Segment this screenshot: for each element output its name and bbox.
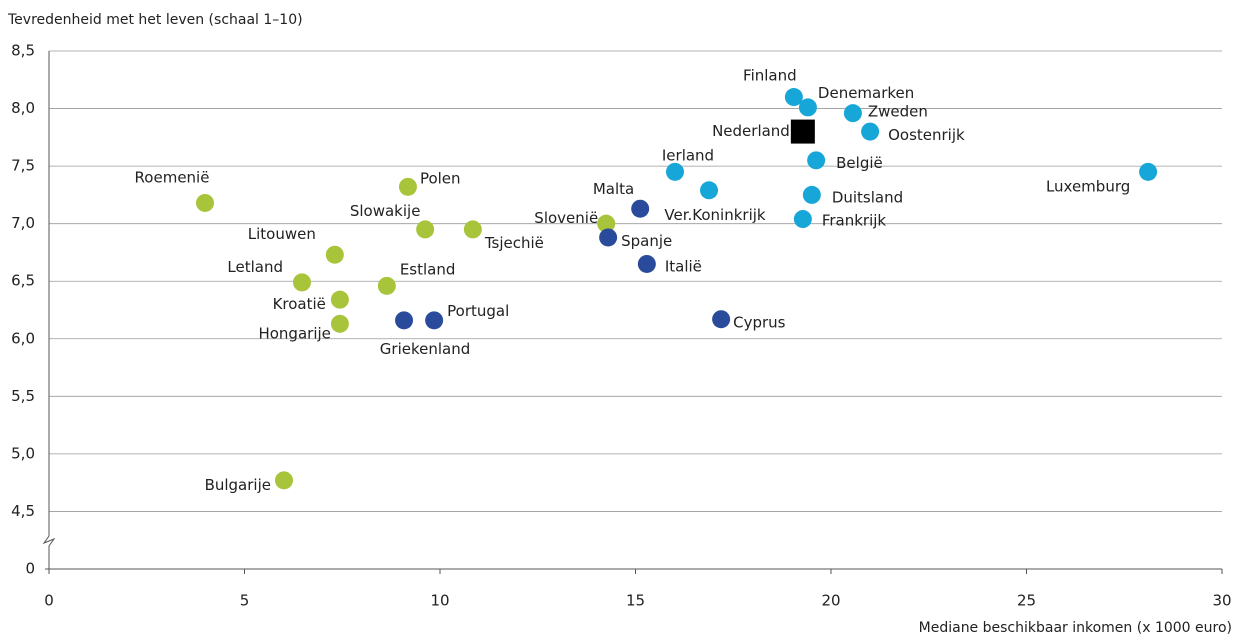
y-tick-label: 8,0 — [11, 99, 35, 117]
point — [395, 311, 414, 330]
y-tick-label: 7,5 — [11, 157, 35, 175]
point-label: Finland — [743, 67, 797, 85]
point — [631, 199, 650, 218]
point-label: België — [836, 154, 883, 172]
point — [274, 471, 293, 490]
point-label: Nederland — [712, 122, 790, 140]
point-label: Roemenië — [135, 168, 210, 186]
x-tick-label: 30 — [1212, 592, 1231, 610]
point — [416, 220, 435, 239]
x-tick-label: 20 — [821, 592, 840, 610]
point — [665, 162, 684, 181]
point-label: Cyprus — [733, 314, 786, 332]
point — [325, 245, 344, 264]
y-tick-label: 5,5 — [11, 387, 35, 405]
point-label: Frankrijk — [822, 212, 887, 230]
point — [292, 273, 311, 292]
point-label: Tsjechië — [484, 234, 544, 252]
point-label: Luxemburg — [1046, 177, 1130, 195]
point-label: Ierland — [662, 146, 714, 164]
point — [425, 311, 444, 330]
point — [793, 210, 812, 229]
point — [861, 122, 880, 141]
point-label: Bulgarije — [205, 476, 271, 494]
point-label: Polen — [420, 169, 461, 187]
x-tick-label: 0 — [44, 592, 54, 610]
y-tick-label: 8,5 — [11, 42, 35, 60]
x-tick-label: 15 — [626, 592, 645, 610]
point — [843, 104, 862, 123]
point — [802, 185, 821, 204]
point-label: Hongarije — [258, 324, 330, 342]
point-label: Litouwen — [248, 225, 316, 243]
y-tick-label: 7,0 — [11, 214, 35, 232]
y-tick-label: 4,5 — [11, 502, 35, 520]
point-label: Griekenland — [380, 340, 470, 358]
point — [377, 276, 396, 295]
x-tick-label: 10 — [430, 592, 449, 610]
point-label: Italië — [665, 257, 702, 275]
point — [196, 193, 215, 212]
point-label: Malta — [593, 180, 634, 198]
point-label: Oostenrijk — [888, 126, 965, 144]
point-label: Spanje — [621, 232, 672, 250]
point — [712, 310, 731, 329]
point — [790, 119, 815, 144]
point — [599, 228, 618, 247]
y-axis-label: Tevredenheid met het leven (schaal 1–10) — [7, 12, 303, 28]
point-label: Slovenië — [534, 209, 598, 227]
x-axis-label: Mediane beschikbaar inkomen (x 1000 euro… — [919, 620, 1232, 636]
y-tick-label: 0 — [25, 560, 35, 578]
point — [597, 214, 616, 233]
point-label: Denemarken — [818, 84, 914, 102]
point-label: Portugal — [447, 302, 509, 320]
point — [330, 314, 349, 333]
point-label: Ver.Koninkrijk — [664, 206, 766, 224]
point-label: Estland — [400, 260, 456, 278]
axis-break — [42, 530, 56, 552]
point-label: Duitsland — [832, 188, 903, 206]
point — [463, 220, 482, 239]
point — [637, 254, 656, 273]
point-label: Zweden — [868, 103, 928, 121]
point-label: Letland — [227, 258, 283, 276]
y-tick-label: 5,0 — [11, 444, 35, 462]
point — [330, 290, 349, 309]
point — [807, 151, 826, 170]
point — [798, 98, 817, 117]
point — [1139, 162, 1158, 181]
point — [784, 88, 803, 107]
point-label: Slowakije — [350, 202, 421, 220]
point-label: Kroatië — [273, 295, 326, 313]
x-tick-label: 25 — [1017, 592, 1036, 610]
point — [700, 181, 719, 200]
x-tick-label: 5 — [240, 592, 250, 610]
point — [398, 177, 417, 196]
y-tick-label: 6,5 — [11, 272, 35, 290]
y-tick-label: 6,0 — [11, 329, 35, 347]
